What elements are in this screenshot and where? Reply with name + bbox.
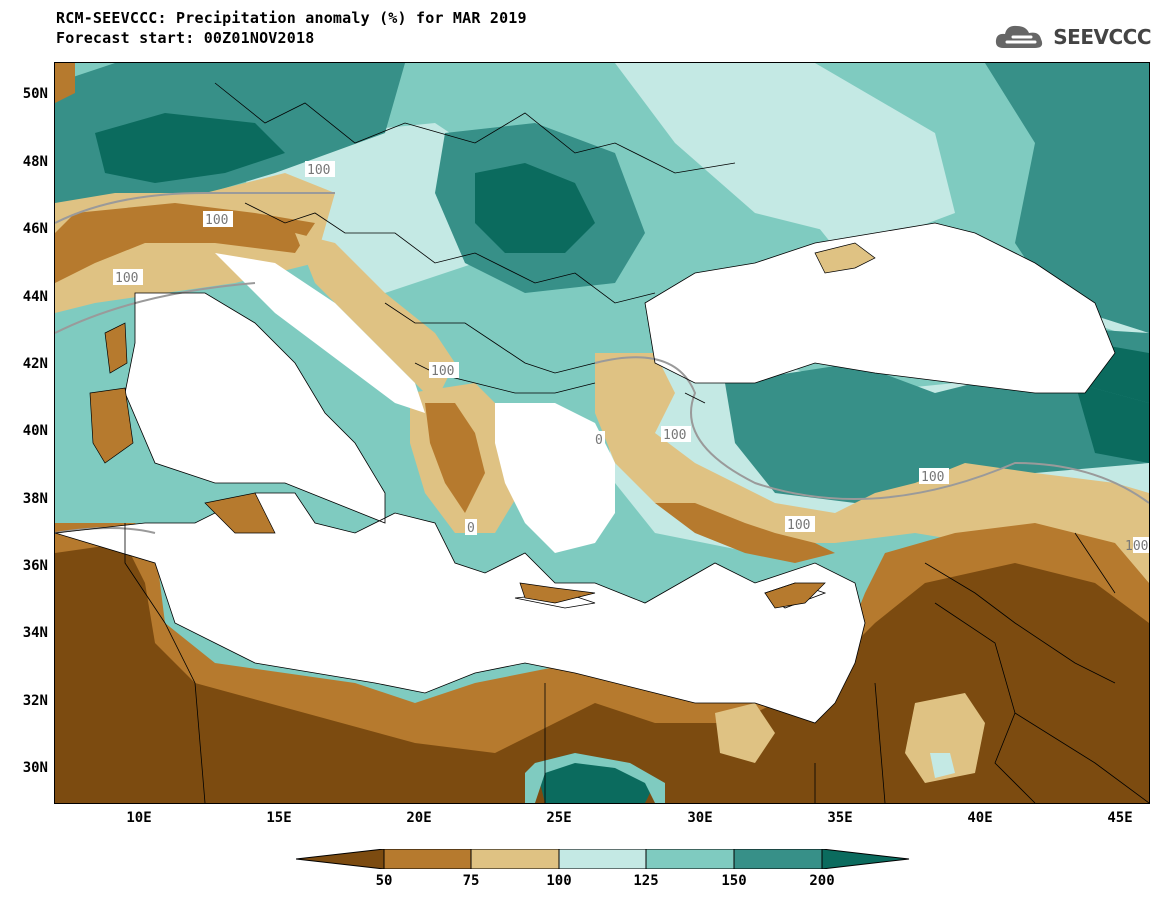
- contour-label: 100: [431, 364, 454, 379]
- anomaly-map: 100 100 100 100 100 0 100 100 0 100: [54, 62, 1150, 804]
- map-title-block: RCM-SEEVCCC: Precipitation anomaly (%) f…: [56, 8, 527, 48]
- lat-label: 38N: [22, 491, 48, 507]
- contour-label: 100: [663, 428, 686, 443]
- lon-label: 45E: [1107, 810, 1133, 826]
- colorbar-label: 75: [462, 873, 480, 889]
- logo-text: SEEVCCC: [1053, 25, 1151, 49]
- colorbar-label: 50: [375, 873, 393, 889]
- lat-label: 42N: [22, 356, 48, 372]
- colorbar-swatch-lt50: [295, 848, 385, 870]
- lon-label: 35E: [827, 810, 853, 826]
- contour-label: 100: [787, 518, 810, 533]
- contour-label: 0: [595, 433, 603, 448]
- contour-label: 100: [1125, 539, 1148, 554]
- lon-label: 10E: [126, 810, 152, 826]
- lat-label: 48N: [22, 154, 48, 170]
- lat-label: 32N: [22, 693, 48, 709]
- lat-label: 44N: [22, 289, 48, 305]
- lat-label: 46N: [22, 221, 48, 237]
- colorbar-swatch-gt200: [821, 848, 910, 870]
- contour-label: 100: [205, 213, 228, 228]
- lon-label: 25E: [546, 810, 572, 826]
- lon-label: 20E: [406, 810, 432, 826]
- colorbar-swatch-50-75: [383, 848, 472, 870]
- colorbar-label: 125: [633, 873, 659, 889]
- lat-label: 40N: [22, 423, 48, 439]
- colorbar-label: 200: [809, 873, 835, 889]
- contour-label: 100: [307, 163, 330, 178]
- lat-label: 34N: [22, 625, 48, 641]
- seevccc-logo: SEEVCCC: [993, 22, 1151, 52]
- lat-label: 36N: [22, 558, 48, 574]
- colorbar-swatch-100-125: [558, 848, 647, 870]
- lat-label: 50N: [22, 86, 48, 102]
- map-title: RCM-SEEVCCC: Precipitation anomaly (%) f…: [56, 9, 527, 27]
- anomaly-map-canvas: 100 100 100 100 100 0 100 100 0 100: [55, 63, 1149, 803]
- contour-label: 100: [115, 271, 138, 286]
- forecast-start: Forecast start: 00Z01NOV2018: [56, 29, 315, 47]
- lon-label: 40E: [967, 810, 993, 826]
- colorbar-swatch-75-100: [470, 848, 560, 870]
- contour-label: 100: [921, 470, 944, 485]
- colorbar-label: 100: [546, 873, 572, 889]
- contour-label: 0: [467, 521, 475, 536]
- colorbar-label: 150: [721, 873, 747, 889]
- cloud-logo-icon: [996, 25, 1043, 48]
- lat-label: 30N: [22, 760, 48, 776]
- lon-label: 30E: [687, 810, 713, 826]
- colorbar-swatch-150-200: [733, 848, 823, 870]
- lon-label: 15E: [266, 810, 292, 826]
- colorbar: [295, 848, 910, 873]
- colorbar-swatch-125-150: [645, 848, 735, 870]
